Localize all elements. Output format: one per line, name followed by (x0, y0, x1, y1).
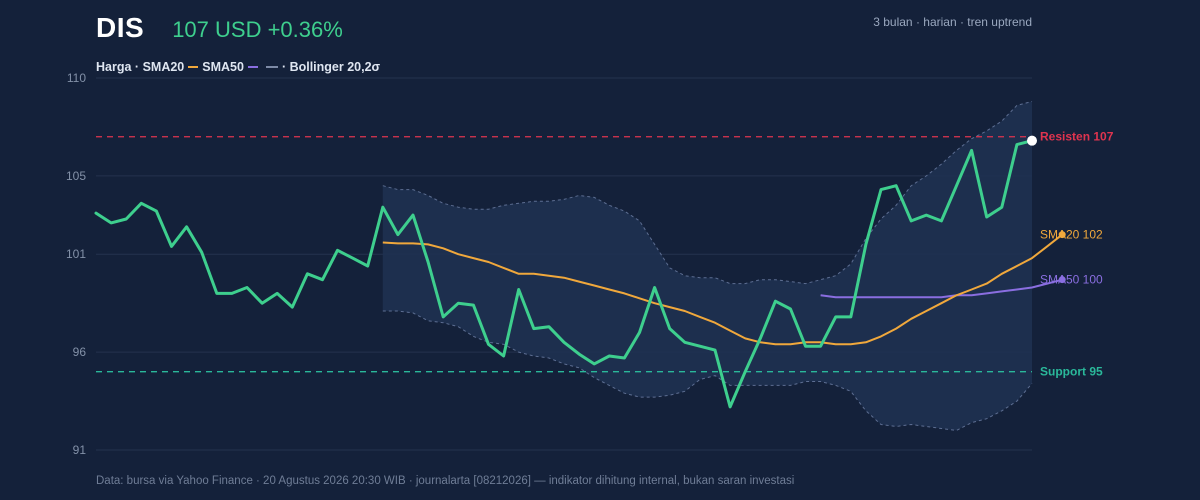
y-tick-label: 91 (73, 443, 87, 457)
price-line (94, 139, 1034, 409)
legend-bollinger-swatch (265, 66, 278, 68)
sma20-end-point (1058, 231, 1066, 239)
sma50-line (820, 278, 1063, 299)
y-tick-label: 110 (67, 71, 86, 85)
sma50-end-point (1058, 276, 1066, 284)
sma20-line (382, 233, 1063, 346)
price-change: 107 USD +0.36% (172, 17, 343, 42)
legend-bollinger: · Bollinger 20,2σ (281, 60, 381, 74)
ticker-symbol: DIS (96, 12, 145, 43)
legend-sma50: SMA50 (202, 60, 244, 74)
legend-sma20-swatch (188, 66, 199, 68)
y-tick-label: 105 (66, 169, 86, 183)
sma50-label: SMA50 100 (1040, 273, 1103, 287)
legend-sma50-swatch (247, 66, 258, 68)
chart-subtitle: 3 bulan · harian · tren uptrend (873, 15, 1032, 29)
sma20-label: SMA20 102 (1040, 228, 1103, 242)
footer-note: Data: bursa via Yahoo Finance · 20 Agust… (96, 475, 795, 487)
chart-legend: Harga · SMA20 SMA50 · Bollinger 20,2σ (96, 60, 380, 74)
y-tick-label: 96 (73, 345, 87, 359)
support-label: Support 95 (1040, 365, 1103, 379)
bollinger-band-fill (382, 101, 1032, 431)
chart-header: DIS 107 USD +0.36% (96, 12, 343, 44)
resisten-label: Resisten 107 (1040, 130, 1114, 144)
price-end-point (1027, 135, 1037, 146)
bollinger-lower-line (382, 310, 1033, 431)
y-tick-label: 101 (66, 247, 86, 261)
legend-sma20: SMA20 (142, 60, 185, 74)
legend-price: Harga · (96, 60, 140, 74)
